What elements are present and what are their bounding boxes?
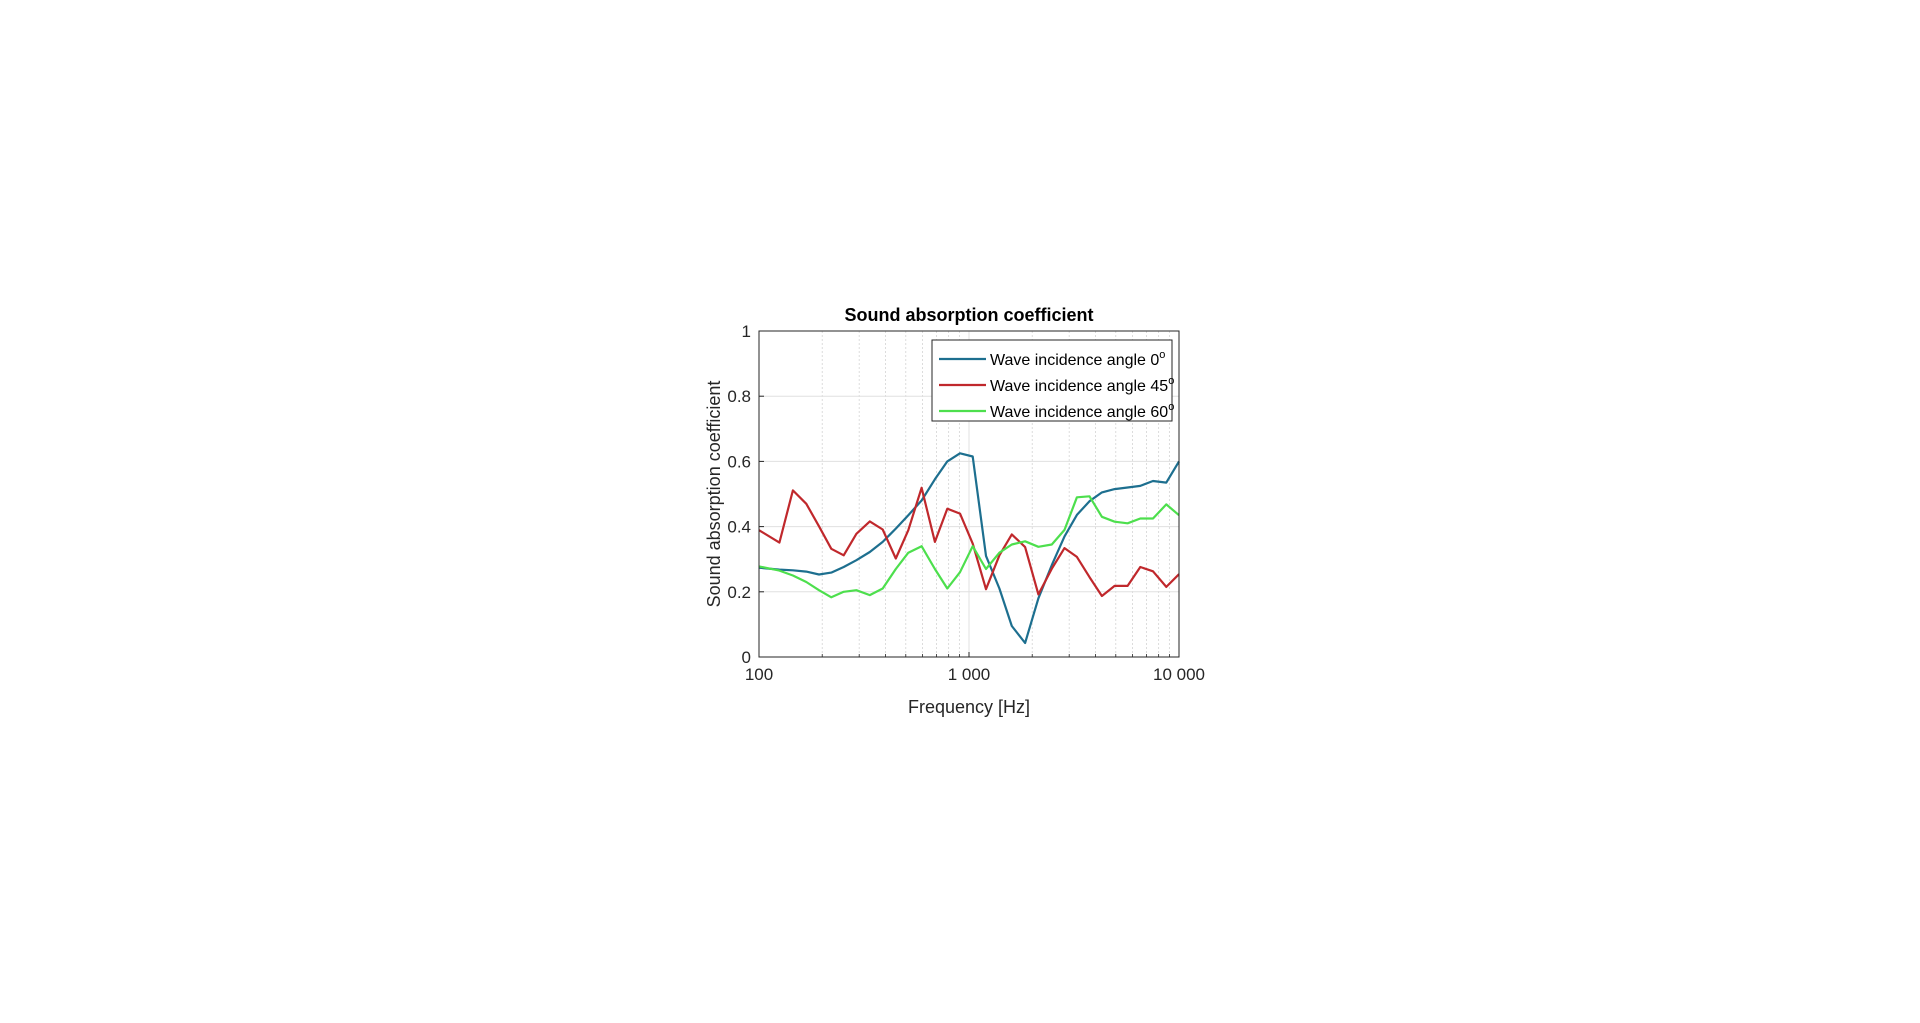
legend-label-1: Wave incidence angle 45o [990, 375, 1174, 395]
legend-label-0: Wave incidence angle 0o [990, 349, 1165, 369]
x-tick-label: 1 000 [948, 665, 991, 684]
legend-box [931, 339, 1173, 422]
legend-text: Wave incidence angle 60 [990, 404, 1168, 421]
x-axis-label: Frequency [Hz] [908, 697, 1030, 717]
ticks: 100 1 000 10 000 0 0.2 0.4 0.6 0.8 1 [727, 322, 1205, 684]
series-line-0 [758, 452, 1180, 645]
y-tick-label: 0.8 [727, 387, 751, 406]
legend-text: Wave incidence angle 0 [990, 352, 1159, 369]
y-tick-label: 0.2 [727, 583, 751, 602]
y-tick-label: 1 [742, 322, 751, 341]
series-line-1 [758, 486, 1180, 598]
legend-text: Wave incidence angle 45 [990, 378, 1168, 395]
y-tick-label: 0.6 [727, 452, 751, 471]
y-tick-label: 0.4 [727, 518, 751, 537]
series-line-2 [758, 495, 1180, 599]
x-tick-label: 100 [745, 665, 773, 684]
y-axis-label: Sound absorption coefficient [704, 381, 724, 608]
legend-label-2: Wave incidence angle 60o [990, 401, 1174, 421]
legend-superscript: o [1168, 375, 1174, 387]
legend-superscript: o [1159, 349, 1165, 361]
y-tick-label: 0 [742, 648, 751, 667]
chart-title: Sound absorption coefficient [844, 305, 1093, 325]
x-tick-label: 10 000 [1153, 665, 1205, 684]
legend-superscript: o [1168, 401, 1174, 413]
series-lines [758, 452, 1180, 645]
